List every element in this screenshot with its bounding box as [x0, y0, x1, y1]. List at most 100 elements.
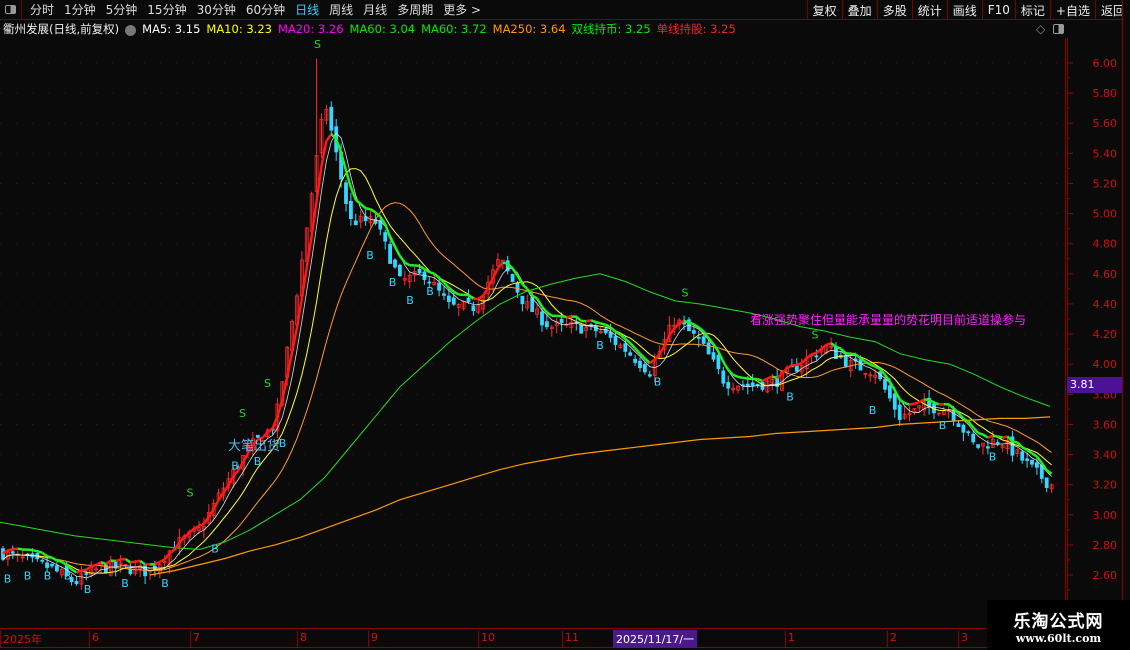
dual-line-segment [315, 165, 323, 202]
toolbar-button-1[interactable]: 叠加 [841, 0, 877, 20]
tab-9[interactable]: 多周期 [397, 3, 434, 17]
candle-body [437, 282, 442, 291]
dual-line-segment [428, 270, 435, 275]
toolbar-button-5[interactable]: F10 [981, 0, 1015, 20]
candle-body [260, 440, 265, 443]
candle-body [84, 573, 89, 576]
dual-line-segment [1045, 469, 1053, 475]
dual-line-segment [771, 375, 778, 380]
dual-line-segment [521, 283, 529, 290]
candle-body [917, 405, 922, 409]
dual-line-segment [1012, 440, 1018, 444]
legend-item: MA5: 3.15 [142, 22, 201, 36]
dual-line-segment [467, 294, 475, 300]
dual-line-segment [246, 444, 254, 454]
candle-body [123, 564, 128, 566]
candle-body [358, 215, 363, 223]
buy-signal: B [596, 339, 604, 352]
cursor-date: 2025/11/17/一 [613, 630, 698, 648]
dual-line-segment [678, 319, 685, 325]
candle-body [471, 305, 476, 312]
candle-body [329, 106, 334, 131]
dual-line-segment [491, 267, 500, 279]
dual-line-segment [668, 328, 676, 336]
candle-body [402, 277, 407, 281]
candle-body [319, 118, 324, 154]
candle-body [549, 326, 554, 329]
candle-body [500, 259, 505, 263]
price-label: 4.40 [1093, 298, 1118, 311]
sell-signal: S [239, 407, 246, 420]
dual-line-segment [374, 211, 382, 218]
candle-body [378, 220, 383, 230]
dual-line-segment [433, 272, 440, 279]
candle-body [201, 526, 206, 530]
buy-signal: B [84, 583, 92, 596]
dual-line-segment [928, 398, 935, 404]
dual-line-segment [688, 321, 695, 326]
candle-body [579, 325, 584, 334]
tab-7[interactable]: 周线 [329, 3, 354, 17]
candle-body [79, 573, 84, 585]
dual-line-segment [619, 333, 627, 340]
price-label: 5.60 [1093, 117, 1118, 130]
dual-line-segment [115, 558, 122, 563]
dual-line-segment [188, 527, 195, 534]
dual-line-segment [320, 140, 328, 167]
candle-body [20, 556, 25, 559]
tab-10[interactable]: 更多 > [443, 3, 482, 17]
dual-line-segment [154, 560, 161, 566]
candle-body [417, 268, 422, 274]
toolbar-button-0[interactable]: 复权 [806, 0, 842, 20]
tab-4[interactable]: 30分钟 [196, 3, 236, 17]
candle-body [731, 387, 735, 391]
candle-body [515, 282, 520, 293]
toolbar-button-4[interactable]: 画线 [946, 0, 982, 20]
candle-body [446, 295, 451, 303]
panel-icon[interactable] [1053, 24, 1065, 34]
tab-8[interactable]: 月线 [363, 3, 388, 17]
dual-line-segment [124, 557, 132, 564]
tab-3[interactable]: 15分钟 [147, 3, 187, 17]
toolbar-button-6[interactable]: 标记 [1014, 0, 1050, 20]
panel-toggle-icon[interactable] [0, 0, 22, 20]
ma20-line [2, 202, 1052, 572]
toolbar-button-7[interactable]: +自选 [1049, 0, 1095, 20]
candle-body [736, 385, 740, 391]
candle-body [50, 563, 54, 567]
time-label: 8 [297, 631, 307, 647]
dual-line-segment [717, 350, 725, 363]
toolbar-button-8[interactable]: 返回 [1094, 0, 1130, 20]
dual-line-segment [835, 345, 842, 350]
dual-line-segment [168, 548, 176, 555]
dropdown-icon[interactable] [125, 24, 137, 36]
candle-body [696, 336, 701, 339]
dual-line-segment [864, 360, 871, 366]
toolbar-button-3[interactable]: 统计 [911, 0, 947, 20]
buy-signal: B [279, 437, 287, 450]
dual-line-segment [81, 568, 87, 572]
dual-line-segment [992, 434, 998, 438]
buy-signal: B [211, 542, 219, 555]
diamond-icon[interactable]: ◇ [1036, 22, 1046, 36]
dual-line-segment [502, 261, 508, 265]
dual-line-segment [850, 352, 856, 356]
tab-0[interactable]: 分时 [30, 3, 55, 17]
dual-line-segment [673, 322, 681, 330]
tab-2[interactable]: 5分钟 [105, 3, 138, 17]
tab-6[interactable]: 日线 [295, 3, 320, 17]
dual-line-segment [653, 353, 661, 361]
tab-5[interactable]: 60分钟 [245, 3, 286, 17]
candle-body [888, 385, 892, 399]
dual-line-segment [840, 347, 847, 355]
dual-line-segment [947, 403, 955, 410]
dual-line-segment [379, 216, 387, 225]
price-label: 4.20 [1093, 328, 1118, 341]
dual-line-segment [888, 380, 896, 391]
dual-line-segment [742, 376, 749, 380]
dual-line-segment [51, 556, 58, 562]
toolbar-button-2[interactable]: 多股 [876, 0, 912, 20]
tab-1[interactable]: 1分钟 [64, 3, 96, 17]
dual-line-segment [595, 320, 602, 325]
